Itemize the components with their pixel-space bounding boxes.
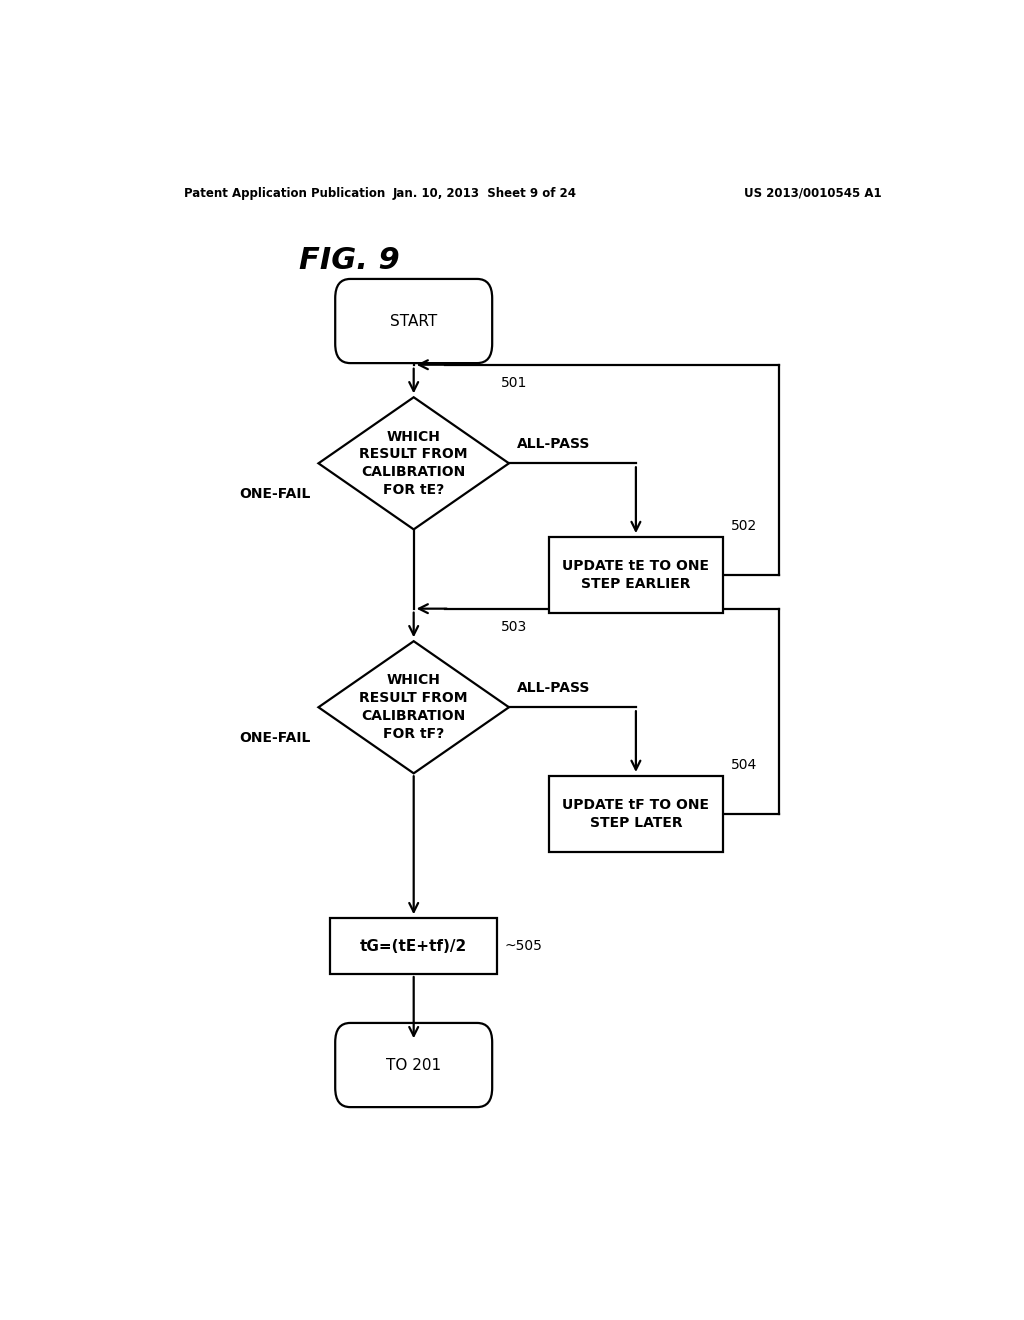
Text: ~505: ~505 <box>505 939 543 953</box>
FancyBboxPatch shape <box>335 1023 493 1107</box>
Text: ONE-FAIL: ONE-FAIL <box>240 487 310 500</box>
Text: WHICH
RESULT FROM
CALIBRATION
FOR tF?: WHICH RESULT FROM CALIBRATION FOR tF? <box>359 673 468 741</box>
Text: UPDATE tF TO ONE
STEP LATER: UPDATE tF TO ONE STEP LATER <box>562 797 710 830</box>
Text: UPDATE tE TO ONE
STEP EARLIER: UPDATE tE TO ONE STEP EARLIER <box>562 558 710 591</box>
Text: Jan. 10, 2013  Sheet 9 of 24: Jan. 10, 2013 Sheet 9 of 24 <box>393 187 578 199</box>
Bar <box>549 776 723 853</box>
Text: START: START <box>390 314 437 329</box>
Text: tG=(tE+tf)/2: tG=(tE+tf)/2 <box>360 939 467 953</box>
Text: US 2013/0010545 A1: US 2013/0010545 A1 <box>744 187 882 199</box>
Polygon shape <box>318 642 509 774</box>
Text: ALL-PASS: ALL-PASS <box>517 437 590 451</box>
FancyBboxPatch shape <box>335 279 493 363</box>
Text: WHICH
RESULT FROM
CALIBRATION
FOR tE?: WHICH RESULT FROM CALIBRATION FOR tE? <box>359 429 468 498</box>
Bar <box>549 537 723 614</box>
Text: 501: 501 <box>501 376 527 391</box>
Text: Patent Application Publication: Patent Application Publication <box>183 187 385 199</box>
Text: ALL-PASS: ALL-PASS <box>517 681 590 696</box>
Text: 504: 504 <box>731 758 758 772</box>
Bar <box>331 919 497 974</box>
Text: ONE-FAIL: ONE-FAIL <box>240 731 310 744</box>
Text: FIG. 9: FIG. 9 <box>299 246 399 275</box>
Polygon shape <box>318 397 509 529</box>
Text: 502: 502 <box>731 519 758 533</box>
Text: 503: 503 <box>501 620 527 634</box>
Text: TO 201: TO 201 <box>386 1057 441 1073</box>
